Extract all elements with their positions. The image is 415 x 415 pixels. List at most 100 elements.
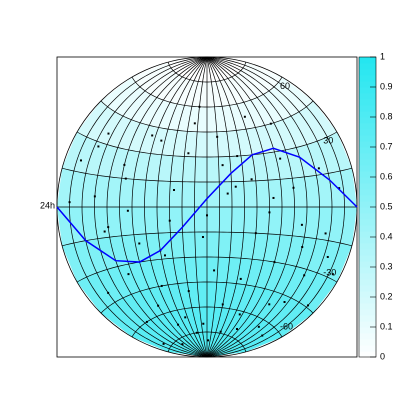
sky-band bbox=[100, 77, 314, 132]
point bbox=[107, 132, 110, 135]
colorbar-tick-label: 0.9 bbox=[380, 81, 393, 91]
colorbar-step bbox=[359, 87, 376, 94]
colorbar-step bbox=[359, 237, 376, 244]
colorbar-step bbox=[359, 69, 376, 76]
meridian bbox=[206, 56, 295, 358]
point bbox=[219, 330, 222, 333]
point bbox=[272, 196, 275, 199]
colorbar-step bbox=[359, 309, 376, 316]
meridian bbox=[131, 56, 208, 358]
point bbox=[157, 304, 160, 307]
meridian bbox=[119, 56, 208, 358]
meridian bbox=[206, 56, 333, 358]
colorbar-tick-label: 0.3 bbox=[380, 261, 393, 271]
colorbar-step bbox=[359, 339, 376, 346]
point bbox=[184, 316, 187, 319]
point bbox=[221, 164, 224, 167]
colorbar-step bbox=[359, 225, 376, 232]
point bbox=[195, 331, 198, 334]
point bbox=[162, 342, 165, 345]
colorbar-step bbox=[359, 231, 376, 238]
meridian bbox=[206, 56, 345, 358]
colorbar-step bbox=[359, 129, 376, 136]
point bbox=[331, 273, 334, 276]
point bbox=[145, 320, 148, 323]
colorbar-step bbox=[359, 315, 376, 322]
colorbar-tick-label: 0.4 bbox=[380, 231, 393, 241]
colorbar-step bbox=[359, 297, 376, 304]
point bbox=[107, 226, 110, 229]
point bbox=[202, 322, 205, 325]
point bbox=[187, 152, 190, 155]
meridian bbox=[206, 56, 270, 358]
point bbox=[317, 167, 320, 170]
point bbox=[292, 186, 295, 189]
colorbar-step bbox=[359, 279, 376, 286]
meridian bbox=[81, 56, 208, 358]
colorbar-tick-label: 0.8 bbox=[380, 111, 393, 121]
colorbar-tick-label: 1 bbox=[380, 51, 385, 61]
colorbar-step bbox=[359, 195, 376, 202]
colorbar-step bbox=[359, 327, 376, 334]
colorbar-step bbox=[359, 159, 376, 166]
meridian bbox=[206, 56, 220, 358]
meridian bbox=[156, 56, 208, 358]
colorbar-step bbox=[359, 249, 376, 256]
point bbox=[123, 163, 126, 166]
point bbox=[257, 325, 260, 328]
meridian bbox=[206, 56, 245, 358]
point bbox=[243, 115, 246, 118]
colorbar-step bbox=[359, 201, 376, 208]
point bbox=[160, 139, 163, 142]
point bbox=[261, 334, 264, 337]
point bbox=[268, 303, 271, 306]
colorbar-step bbox=[359, 267, 376, 274]
parallel-label: -30 bbox=[323, 267, 336, 277]
point bbox=[234, 185, 237, 188]
point bbox=[79, 159, 82, 162]
point bbox=[181, 343, 184, 346]
point bbox=[236, 328, 239, 331]
parallel-label: 60 bbox=[280, 81, 290, 91]
sky-band bbox=[100, 282, 314, 337]
colorbar-tick-label: 0 bbox=[380, 351, 385, 361]
point bbox=[107, 291, 110, 294]
point bbox=[303, 274, 306, 277]
colorbar-step bbox=[359, 285, 376, 292]
colorbar-step bbox=[359, 57, 376, 64]
point bbox=[201, 236, 204, 239]
point bbox=[213, 269, 216, 272]
point bbox=[326, 255, 329, 258]
point bbox=[138, 242, 141, 245]
meridian bbox=[94, 56, 208, 358]
meridian bbox=[144, 56, 208, 358]
point bbox=[283, 301, 286, 304]
point bbox=[269, 122, 272, 125]
colorbar-step bbox=[359, 333, 376, 340]
point bbox=[301, 246, 304, 249]
galactic-plane bbox=[56, 147, 358, 263]
point bbox=[338, 187, 341, 190]
colorbar-step bbox=[359, 99, 376, 106]
meridian bbox=[206, 56, 258, 358]
colorbar-step bbox=[359, 291, 376, 298]
point bbox=[177, 323, 180, 326]
point bbox=[239, 277, 242, 280]
colorbar-tick-label: 0.7 bbox=[380, 141, 393, 151]
point bbox=[268, 211, 271, 214]
point bbox=[279, 157, 282, 160]
colorbar-step bbox=[359, 147, 376, 154]
point bbox=[93, 195, 96, 198]
point bbox=[207, 339, 210, 342]
colorbar-step bbox=[359, 219, 376, 226]
colorbar-step bbox=[359, 303, 376, 310]
colorbar-step bbox=[359, 351, 376, 358]
colorbar-step bbox=[359, 345, 376, 352]
colorbar-step bbox=[359, 171, 376, 178]
point bbox=[198, 105, 201, 108]
colorbar-step bbox=[359, 111, 376, 118]
colorbar-step bbox=[359, 189, 376, 196]
colorbar-step bbox=[359, 165, 376, 172]
point bbox=[163, 254, 166, 257]
colorbar-step bbox=[359, 213, 376, 220]
